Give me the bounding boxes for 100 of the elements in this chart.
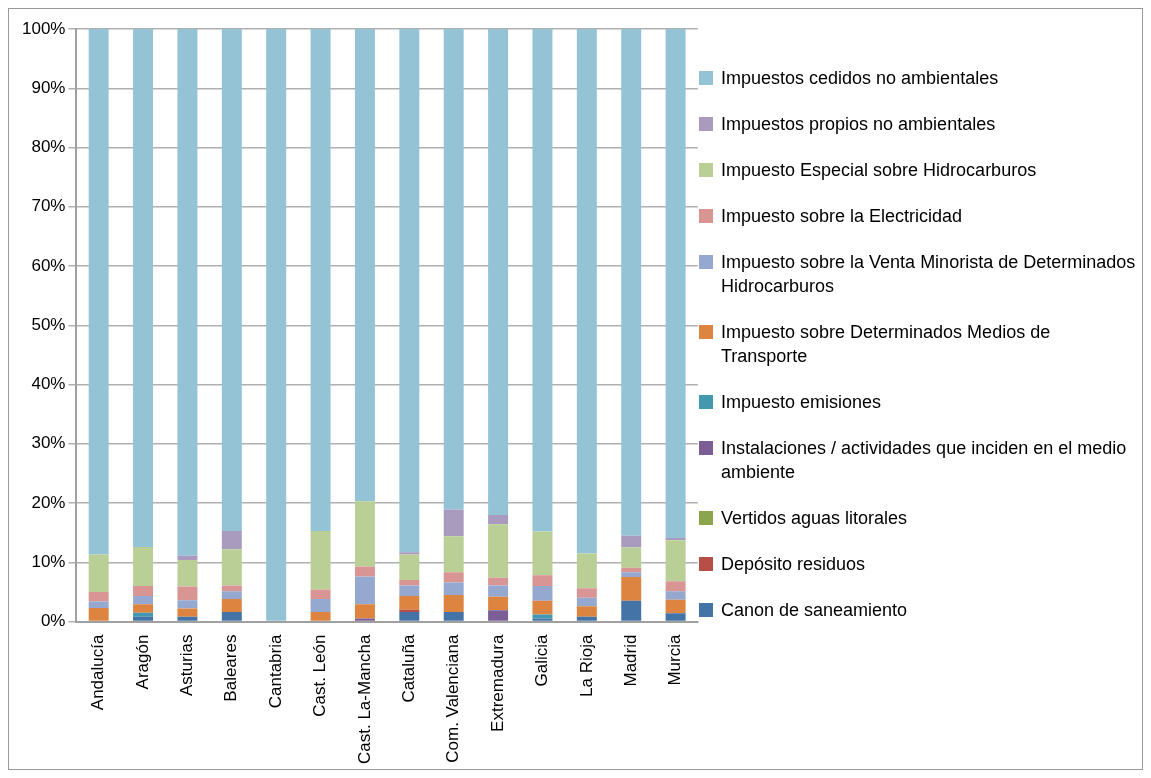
bar <box>488 524 509 578</box>
bar <box>221 549 242 586</box>
bar <box>443 536 464 573</box>
bar <box>443 29 464 510</box>
bar <box>576 616 597 621</box>
bar <box>133 616 154 621</box>
bar <box>354 618 375 621</box>
x-tick-label: La Rioja <box>576 634 596 697</box>
bar <box>177 616 198 621</box>
bar <box>354 501 375 567</box>
bar <box>310 29 331 531</box>
bar <box>310 612 331 621</box>
bar <box>532 531 553 576</box>
x-tick-label: Asturias <box>177 634 197 696</box>
bar <box>488 596 509 611</box>
bar <box>133 29 154 547</box>
bar <box>399 596 420 610</box>
x-tick-label: Extremadura <box>487 634 507 732</box>
x-tick-label: Baleares <box>221 634 241 702</box>
bar <box>399 552 420 555</box>
legend-label: Canon de saneamiento <box>721 599 908 622</box>
bar <box>88 29 109 555</box>
bar <box>88 591 109 602</box>
y-tick-label: 60% <box>31 255 66 275</box>
legend-label: Vertidos aguas litorales <box>721 507 908 530</box>
bar <box>133 586 154 597</box>
bar <box>665 581 686 592</box>
bar <box>88 554 109 592</box>
x-tick-label: Galicia <box>532 634 552 687</box>
bar <box>354 604 375 619</box>
bar <box>488 577 509 586</box>
bar <box>443 509 464 537</box>
bar <box>621 572 642 578</box>
y-tick-label: 100% <box>22 18 66 38</box>
bar <box>177 600 198 609</box>
x-tick-label: Cast. La-Mancha <box>354 634 374 764</box>
y-tick-label: 20% <box>31 492 66 512</box>
bar <box>399 29 420 553</box>
bar <box>443 582 464 595</box>
bar <box>665 599 686 614</box>
bar <box>488 585 509 597</box>
y-tick-label: 70% <box>31 196 66 216</box>
legend-label: Impuesto sobre la Electricidad <box>721 205 963 228</box>
bar <box>532 586 553 601</box>
legend-label: Instalaciones / actividades que inciden en el medio ambiente <box>721 437 1128 484</box>
bar <box>488 514 509 525</box>
y-tick-label: 80% <box>31 137 66 157</box>
x-tick-label: Com. Valenciana <box>443 634 463 763</box>
x-tick-label: Murcia <box>665 634 685 686</box>
bar <box>221 585 242 592</box>
legend-label: Depósito residuos <box>721 553 866 576</box>
legend-label: Impuesto sobre Determinados Medios de Transporte <box>721 321 1052 368</box>
legend-label: Impuestos propios no ambientales <box>721 113 996 136</box>
bar <box>133 596 154 605</box>
bar <box>177 586 198 601</box>
bar <box>177 559 198 587</box>
x-tick-label: Cast. León <box>310 634 330 717</box>
bar <box>133 604 154 613</box>
bar <box>310 599 331 613</box>
bar <box>221 29 242 531</box>
bar <box>576 553 597 589</box>
bar <box>665 29 686 538</box>
bar <box>266 29 287 621</box>
bar <box>488 610 509 621</box>
bar <box>354 29 375 502</box>
y-tick-label: 40% <box>31 374 66 394</box>
legend-label: Impuestos cedidos no ambientales <box>721 67 999 90</box>
bar <box>221 612 242 621</box>
bar <box>621 535 642 548</box>
bar <box>310 530 331 590</box>
x-tick-label: Andalucía <box>88 634 108 711</box>
bar <box>177 29 198 556</box>
bar <box>399 585 420 597</box>
x-tick-label: Cataluña <box>399 634 419 703</box>
y-tick-label: 30% <box>31 433 66 453</box>
bar <box>665 613 686 621</box>
bar <box>221 530 242 550</box>
x-tick-label: Madrid <box>620 634 640 687</box>
bar <box>354 566 375 577</box>
y-tick-label: 10% <box>31 551 66 571</box>
bar <box>88 607 109 621</box>
bar <box>576 29 597 554</box>
bar <box>665 591 686 600</box>
bar <box>532 600 553 615</box>
bar <box>443 572 464 583</box>
bar <box>576 588 597 598</box>
bar <box>399 612 420 621</box>
bar <box>532 618 553 621</box>
bar <box>443 612 464 621</box>
bar <box>621 29 642 536</box>
bar <box>532 29 553 532</box>
bar <box>354 576 375 605</box>
bar <box>88 601 109 608</box>
x-tick-label: Cantabria <box>265 634 285 709</box>
bar <box>576 597 597 607</box>
bar <box>310 589 331 600</box>
bar <box>443 594 464 613</box>
x-tick-label: Aragón <box>132 634 152 690</box>
bar <box>665 540 686 582</box>
bar <box>488 29 509 515</box>
